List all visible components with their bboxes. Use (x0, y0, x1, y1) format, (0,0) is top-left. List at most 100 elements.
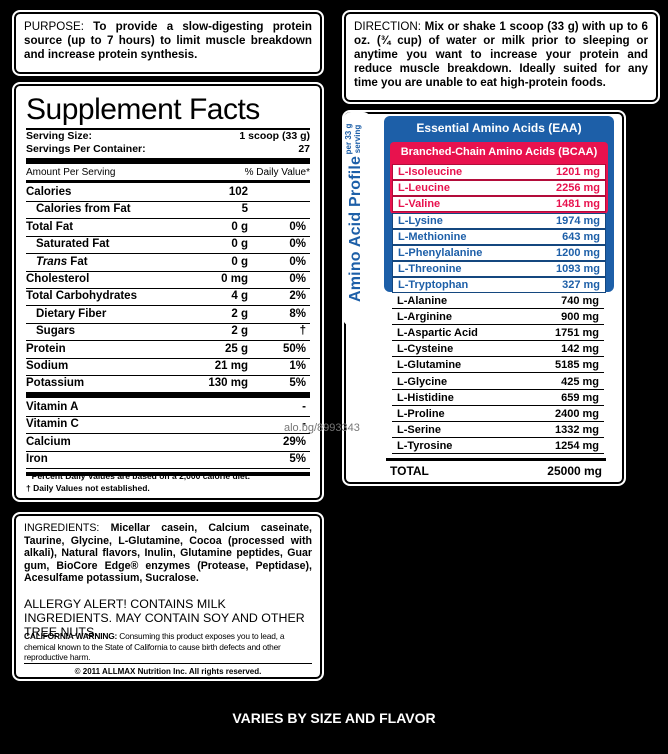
amino-acid-row: L-Tyrosine 1254 mg (392, 438, 604, 454)
amino-acid-row: L-Isoleucine 1201 mg (392, 164, 606, 180)
amino-acid-name: L-Lysine (398, 215, 443, 227)
direction-panel: DIRECTION: Mix or shake 1 scoop (33 g) w… (342, 10, 660, 104)
amino-acid-value: 659 mg (561, 391, 599, 404)
nutrient-row: Sugars 2 g † (26, 323, 310, 342)
nutrient-row: Cholesterol 0 mg 0% (26, 271, 310, 289)
nutrient-name: Sodium (26, 360, 69, 372)
nutrient-name: Trans Fat (36, 255, 88, 268)
nutrient-name: Total Carbohydrates (26, 290, 137, 303)
amino-acid-name: L-Glycine (397, 375, 448, 388)
bcaa-heading: Branched-Chain Amino Acids (BCAA) (400, 146, 598, 158)
amino-acid-value: 2256 mg (555, 182, 600, 195)
amino-acid-name: L-Tyrosine (397, 439, 453, 452)
nutrient-daily-value: - (302, 418, 306, 431)
direction-body: Mix or shake 1 scoop (33 g) with up to 6… (354, 20, 648, 89)
nutrient-name: Cholesterol (26, 273, 90, 285)
nutrient-amount: 5 (241, 203, 248, 216)
nutrient-daily-value: 0% (289, 255, 306, 268)
divider-thick (26, 472, 310, 477)
amino-acid-value: 1200 mg (555, 247, 600, 260)
amino-acid-value: 1751 mg (554, 327, 599, 340)
nutrient-amount: 0 g (231, 238, 248, 251)
allergy-alert: ALLERGY ALERT! CONTAINS MILK INGREDIENTS… (24, 597, 305, 639)
nutrient-row: Calories 102 (26, 184, 310, 202)
servings-row: Servings Per Container: 27 (26, 143, 310, 156)
nutrient-row: Total Fat 0 g 0% (26, 219, 310, 237)
amino-acid-row: L-Serine 1332 mg (392, 422, 604, 438)
eaa-heading: Essential Amino Acids (EAA) (416, 121, 582, 135)
amino-acid-row: L-Proline 2400 mg (392, 406, 604, 422)
california-warning-body: Consuming this product exposes you to le… (24, 631, 285, 662)
ingredients-text: INGREDIENTS: Micellar casein, Calcium ca… (24, 522, 312, 585)
nutrient-row: Protein 25 g 50% (26, 341, 310, 359)
nutrient-daily-value: - (302, 400, 306, 413)
california-warning: CALIFORNIA WARNING: Consuming this produ… (24, 631, 312, 663)
nutrient-daily-value: † (299, 325, 306, 338)
amino-acid-row: L-Arginine 900 mg (392, 310, 604, 326)
amino-acid-name: L-Glutamine (397, 359, 462, 372)
direction-text: DIRECTION: Mix or shake 1 scoop (33 g) w… (354, 20, 648, 90)
nutrient-daily-value: 0% (289, 220, 306, 233)
amino-acid-value: 142 mg (561, 343, 599, 356)
amino-acid-name: L-Methionine (398, 231, 467, 244)
serving-size-row: Serving Size: 1 scoop (33 g) (26, 130, 310, 143)
watermark-text: alo.bg/8993343 (284, 422, 360, 434)
amino-acid-value: 1481 mg (555, 198, 600, 211)
nutrient-amount: 102 (228, 186, 248, 198)
amino-acid-name: L-Serine (397, 423, 442, 436)
amino-acid-value: 2400 mg (554, 407, 599, 420)
amino-acid-value: 1201 mg (555, 166, 600, 178)
nutrient-row: Sodium 21 mg 1% (26, 358, 310, 376)
nutrient-amount: 4 g (231, 290, 248, 303)
nutrient-name: Vitamin C (26, 418, 79, 431)
nutrient-row: Dietary Fiber 2 g 8% (26, 306, 310, 324)
amino-acid-row: L-Threonine 1093 mg (392, 261, 606, 278)
nutrient-name: Iron (26, 453, 48, 465)
amino-total-row: TOTAL 25000 mg (386, 458, 606, 481)
amino-acid-name: L-Valine (398, 198, 441, 211)
nutrient-amount: 130 mg (208, 377, 248, 390)
amino-acid-row: L-Phenylalanine 1200 mg (392, 245, 606, 262)
supplement-facts-title: Supplement Facts (26, 93, 260, 126)
amino-acid-value: 5185 mg (554, 359, 599, 372)
amino-acid-row: L-Aspartic Acid 1751 mg (392, 326, 604, 342)
nutrient-amount: 2 g (231, 325, 248, 338)
amino-acid-row: L-Alanine 740 mg (392, 294, 604, 309)
footnote-not-established: † Daily Values not established. (26, 483, 150, 493)
servings-label: Servings Per Container: (26, 143, 146, 155)
amino-acid-row: L-Valine 1481 mg (392, 196, 606, 213)
nutrient-daily-value: 0% (289, 238, 306, 251)
supplement-facts-panel: Supplement Facts Serving Size: 1 scoop (… (12, 82, 324, 502)
daily-value-label: % Daily Value* (244, 167, 310, 178)
nutrient-amount: 0 g (231, 255, 248, 268)
amino-acid-profile-tab: Amino Acid Profile per 33 g serving (343, 112, 371, 326)
servings-value: 27 (298, 143, 310, 155)
amino-tab-label: Amino Acid Profile per 33 g serving (343, 112, 371, 326)
ingredients-heading: INGREDIENTS: (24, 522, 100, 534)
amino-acid-name: L-Arginine (397, 311, 452, 324)
amino-acid-name: L-Histidine (397, 391, 454, 404)
serving-size-value: 1 scoop (33 g) (239, 130, 310, 142)
amino-acid-name: L-Cysteine (397, 343, 454, 356)
serving-size-label: Serving Size: (26, 130, 92, 142)
purpose-panel: PURPOSE: To provide a slow-digesting pro… (12, 10, 324, 76)
nutrient-name: Total Fat (26, 220, 74, 233)
nutrient-daily-value: 29% (282, 435, 306, 448)
amino-acid-name: L-Alanine (397, 295, 448, 307)
nutrient-daily-value: 0% (289, 273, 306, 285)
nutrient-name: Calories (26, 186, 72, 198)
purpose-body: To provide a slow-digesting protein sour… (24, 20, 312, 61)
nutrient-amount: 21 mg (214, 360, 248, 372)
nutrient-amount: 25 g (224, 342, 248, 355)
per-serving-label: per 33 g serving (344, 123, 362, 155)
footer-note: VARIES BY SIZE AND FLAVOR (232, 710, 436, 726)
amino-acid-value: 1254 mg (554, 439, 599, 452)
direction-heading: DIRECTION: (354, 20, 421, 33)
nutrient-name: Dietary Fiber (36, 307, 107, 320)
total-value: 25000 mg (547, 464, 602, 478)
amino-acid-value: 1974 mg (555, 215, 600, 227)
nutrient-daily-value: 50% (282, 342, 306, 355)
nutrient-row: Calcium 29% (26, 434, 310, 452)
amino-acid-row: L-Leucine 2256 mg (392, 180, 606, 197)
nutrient-row: Vitamin A - (26, 399, 310, 417)
